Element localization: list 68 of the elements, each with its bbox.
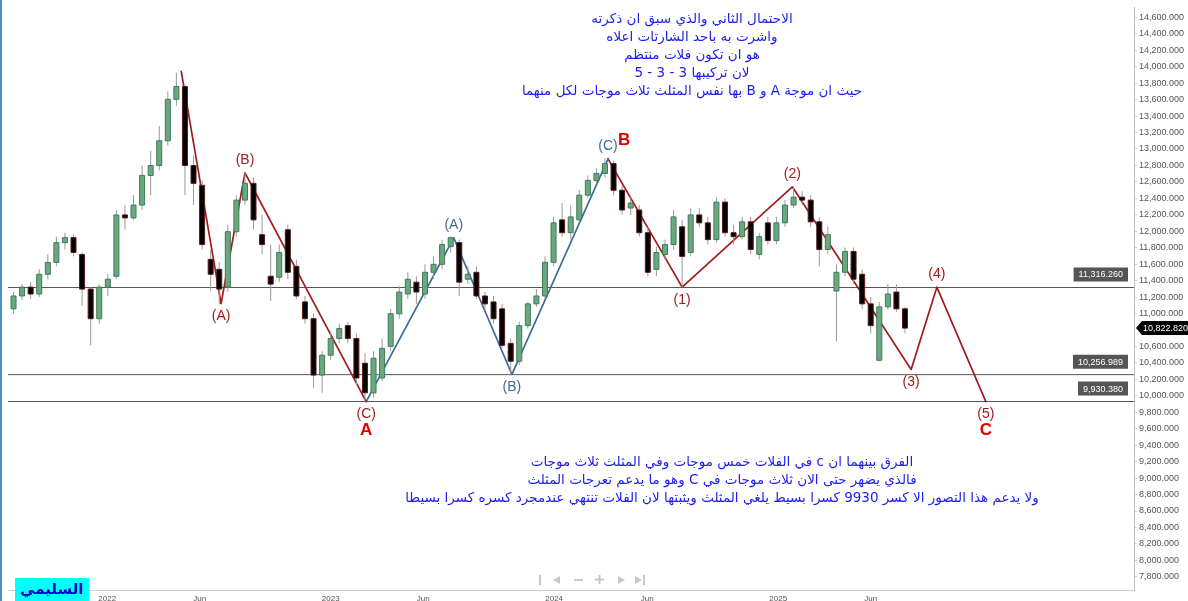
y-tick-label: 14,400.000 bbox=[1139, 28, 1185, 39]
y-tick-label: 12,200.000 bbox=[1139, 209, 1185, 220]
annotation: (C) bbox=[598, 136, 618, 153]
y-tick-label: 13,600.000 bbox=[1139, 94, 1185, 105]
text: 10,822.820 bbox=[1143, 323, 1188, 334]
y-tick-label: 12,000.000 bbox=[1139, 225, 1185, 236]
y-tick-label: 9,200.000 bbox=[1139, 456, 1180, 467]
x-tick-label: 2025 bbox=[769, 594, 788, 601]
y-tick-label: 8,600.000 bbox=[1139, 505, 1180, 516]
annotation: (B) bbox=[502, 378, 522, 395]
ref-line-label: 10,256.989 bbox=[1077, 356, 1123, 367]
y-tick-label: 9,000.000 bbox=[1139, 472, 1180, 483]
y-tick-label: 10,600.000 bbox=[1139, 340, 1185, 351]
y-tick-label: 10,000.000 bbox=[1139, 390, 1185, 401]
x-tick-label: 2022 bbox=[98, 594, 117, 601]
y-tick-label: 13,200.000 bbox=[1139, 126, 1185, 137]
y-tick-label: 12,800.000 bbox=[1139, 159, 1185, 170]
y-tick-label: 8,800.000 bbox=[1139, 489, 1180, 500]
candlestick bbox=[902, 306, 908, 335]
y-tick-label: 13,000.000 bbox=[1139, 143, 1185, 154]
ref-line-label: 9,930.380 bbox=[1082, 383, 1123, 394]
annotation: (2) bbox=[783, 164, 801, 181]
annotation: الفرق بينهما ان c في الفلات خمس موجات وفي المثلث ثلاث موجات bbox=[529, 452, 915, 470]
y-tick-label: 11,000.000 bbox=[1139, 308, 1184, 318]
text: الاحتمال الثاني والذي سبق ان ذكرته واشرت به باحد الشارتات اعلاه هو ان تكون فلات منتظم لان تركيبها 3 - 3 - 5 حيث ان موجة A و B بها نفس المثلث ثلاث موجات لكل منهما bbox=[520, 9, 864, 99]
x-tick-label: Jun bbox=[416, 594, 430, 601]
y-tick-label: 9,600.000 bbox=[1139, 423, 1180, 434]
y-tick-label: 13,400.000 bbox=[1139, 110, 1185, 121]
x-tick-label: Jun bbox=[864, 594, 878, 601]
candlestick bbox=[661, 239, 668, 260]
annotation: (C) bbox=[356, 405, 376, 422]
annotation: (5) bbox=[977, 405, 995, 422]
y-tick-label: 11,800.000 bbox=[1139, 242, 1184, 253]
candlestick bbox=[601, 157, 608, 178]
y-tick-label: 8,200.000 bbox=[1139, 538, 1180, 549]
y-tick-label: 7,800.000 bbox=[1139, 571, 1180, 582]
y-tick-label: 10,200.000 bbox=[1139, 373, 1185, 384]
y-tick-label: 8,000.000 bbox=[1139, 554, 1180, 565]
y-tick-label: 8,400.000 bbox=[1139, 521, 1180, 532]
y-tick-label: 13,800.000 bbox=[1139, 77, 1185, 88]
annotation: B bbox=[617, 130, 631, 150]
y-tick-label: 11,400.000 bbox=[1139, 275, 1184, 286]
annotation: فالذي يضهر حتى الان ثلاث موجات في C وهو ما يدعم تعرجات المثلث bbox=[526, 470, 918, 488]
y-tick-label: 12,600.000 bbox=[1139, 176, 1185, 187]
annotation: ولا يدعم هذا التصور الا كسر 9930 كسرا بسيط يلغي المثلث ويثبتها لان الفلات تنتهي عندمجرد كسره كسرا بسيطا bbox=[404, 488, 1040, 506]
annotation: (3) bbox=[902, 373, 920, 390]
y-tick-label: 14,200.000 bbox=[1139, 44, 1185, 55]
annotation: (1) bbox=[673, 291, 691, 308]
annotation: السليمي bbox=[15, 578, 89, 601]
y-tick-label: 14,000.000 bbox=[1139, 61, 1185, 72]
annotation: C bbox=[979, 420, 992, 440]
x-tick-label: Jun bbox=[640, 594, 654, 601]
x-tick-label: 2023 bbox=[321, 594, 341, 601]
annotation: (A) bbox=[211, 307, 231, 324]
y-tick-label: 12,400.000 bbox=[1139, 192, 1185, 203]
y-tick-label: 9,800.000 bbox=[1139, 406, 1180, 417]
ref-line-label: 11,316.260 bbox=[1078, 269, 1124, 280]
y-tick-label: 9,400.000 bbox=[1139, 439, 1180, 450]
x-tick-label: Jun bbox=[193, 594, 207, 601]
annotation: (B) bbox=[235, 150, 255, 167]
y-tick-label: 11,200.000 bbox=[1139, 291, 1184, 302]
y-tick-label: 10,400.000 bbox=[1139, 357, 1185, 368]
annotation: (A) bbox=[444, 215, 464, 232]
y-tick-label: 11,600.000 bbox=[1139, 258, 1184, 269]
x-tick-label: 2024 bbox=[545, 594, 564, 601]
annotation: A bbox=[360, 420, 373, 440]
y-tick-label: 14,600.000 bbox=[1139, 11, 1185, 22]
annotation: (4) bbox=[928, 265, 946, 282]
